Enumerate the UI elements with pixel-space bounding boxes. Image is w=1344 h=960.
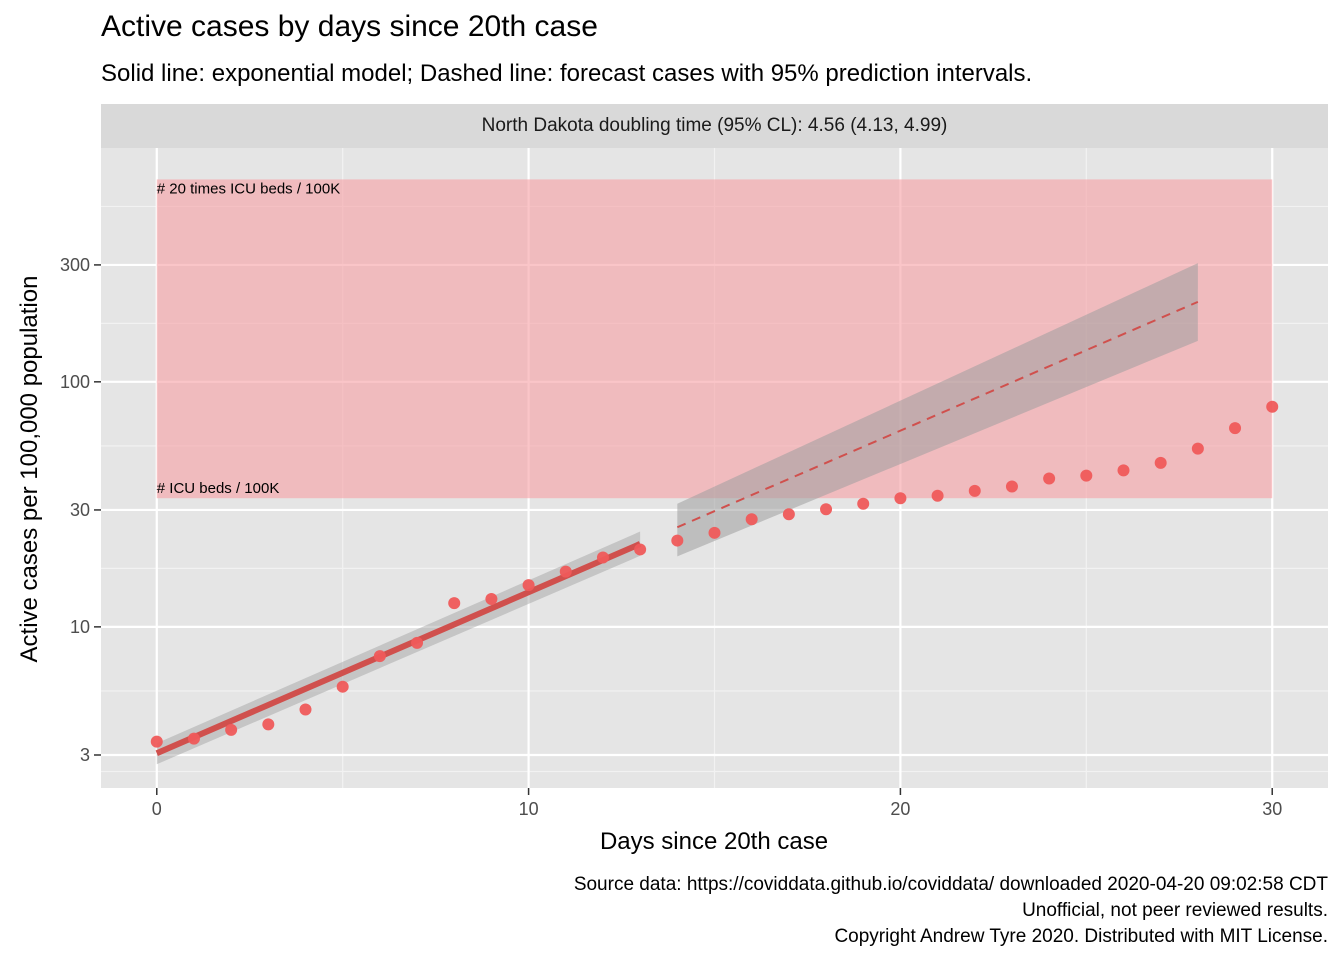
x-tick-label: 30 — [1262, 799, 1282, 819]
y-tick-label: 3 — [80, 745, 90, 765]
y-tick-label: 300 — [60, 255, 90, 275]
data-point — [187, 732, 200, 745]
data-point — [1005, 480, 1018, 493]
y-axis-label: Active cases per 100,000 population — [16, 275, 43, 663]
caption-disclaimer: Unofficial, not peer reviewed results. — [1022, 900, 1328, 921]
facet-strip: North Dakota doubling time (95% CL): 4.5… — [101, 104, 1328, 148]
facet-label: North Dakota doubling time (95% CL): 4.5… — [481, 115, 948, 136]
chart-subtitle: Solid line: exponential model; Dashed li… — [101, 60, 1033, 87]
data-point — [857, 497, 870, 510]
data-point — [1043, 472, 1056, 485]
data-point — [1191, 442, 1204, 455]
y-tick-label: 100 — [60, 372, 90, 392]
data-point — [522, 579, 535, 592]
model-fit-line — [155, 541, 642, 756]
data-point — [225, 723, 238, 736]
data-point — [634, 543, 647, 556]
data-point — [262, 718, 275, 731]
line-layer — [155, 300, 1199, 756]
data-point — [782, 508, 795, 521]
data-point — [336, 680, 349, 693]
y-tick-label: 10 — [70, 617, 90, 637]
data-point — [1080, 469, 1093, 482]
icu-band-label-high: # 20 times ICU beds / 100K — [157, 180, 340, 197]
forecast-pi-ribbon — [677, 263, 1198, 557]
data-point — [485, 592, 498, 605]
data-point — [559, 565, 572, 578]
data-point — [1229, 422, 1242, 435]
data-point — [745, 513, 758, 526]
icu-band-label-low: # ICU beds / 100K — [157, 480, 280, 497]
x-tick-label: 10 — [519, 799, 539, 819]
data-point — [931, 489, 944, 502]
axis-layer: 3 10 30 100 300 0 10 20 30 — [60, 255, 1282, 819]
data-point — [820, 503, 833, 516]
data-point — [708, 526, 721, 539]
x-tick-label: 0 — [152, 799, 162, 819]
data-point — [1117, 464, 1130, 477]
forecast-line — [676, 300, 1199, 529]
icu-band-layer: # ICU beds / 100K # 20 times ICU beds / 1… — [156, 179, 1273, 499]
data-point — [596, 551, 609, 564]
data-point — [299, 703, 312, 716]
data-point — [411, 636, 424, 649]
data-point — [671, 534, 684, 547]
data-point — [373, 650, 386, 663]
chart-title: Active cases by days since 20th case — [101, 10, 598, 43]
caption-copyright: Copyright Andrew Tyre 2020. Distributed … — [834, 926, 1328, 947]
data-point — [150, 735, 163, 748]
data-point — [1266, 400, 1279, 413]
data-point — [894, 492, 907, 505]
caption: Source data: https://coviddata.github.io… — [574, 872, 1328, 950]
data-point — [1154, 456, 1167, 469]
x-tick-label: 20 — [890, 799, 910, 819]
point-layer — [150, 400, 1279, 748]
data-point — [968, 484, 981, 497]
data-point — [448, 597, 461, 610]
x-axis-label: Days since 20th case — [599, 828, 829, 855]
y-tick-label: 30 — [70, 500, 90, 520]
caption-source: Source data: https://coviddata.github.io… — [573, 874, 1328, 895]
